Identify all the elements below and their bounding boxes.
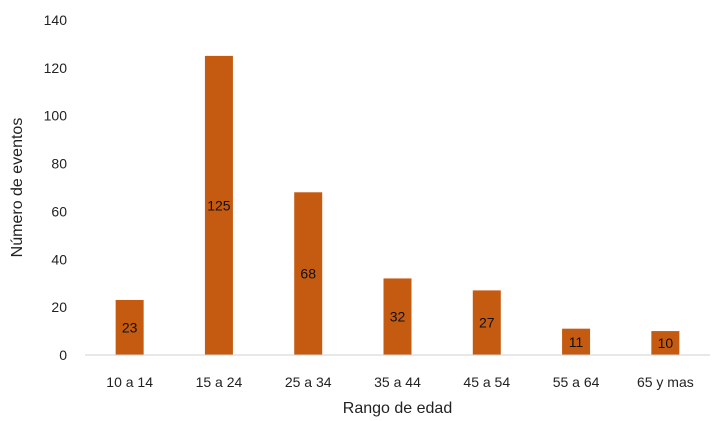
- data-label: 32: [390, 309, 406, 325]
- y-tick-label: 100: [44, 108, 68, 124]
- x-axis-tick-labels: 10 a 14 15 a 24 25 a 34 35 a 44 45 a 54 55 a …: [106, 374, 693, 390]
- y-tick-label: 60: [51, 203, 67, 219]
- data-label: 11: [569, 334, 584, 350]
- data-label: 125: [207, 197, 231, 213]
- bar: [204, 55, 233, 356]
- x-axis-title: Rango de edad: [343, 400, 452, 417]
- y-tick-label: 80: [51, 156, 67, 172]
- y-axis-title: Número de eventos: [9, 118, 26, 258]
- bars: [115, 55, 680, 356]
- x-tick-label: 65 y mas: [637, 374, 694, 390]
- x-tick-label: 25 a 34: [285, 374, 332, 390]
- data-label: 27: [479, 315, 495, 331]
- bar: [383, 278, 412, 355]
- x-tick-label: 10 a 14: [106, 374, 153, 390]
- x-tick-label: 55 a 64: [553, 374, 600, 390]
- x-tick-label: 45 a 54: [463, 374, 510, 390]
- y-axis-tick-labels: 0 20 40 60 80 100 120 140: [44, 12, 68, 363]
- data-labels: 23 125 68 32 27 11 10: [122, 197, 674, 351]
- y-tick-label: 40: [51, 251, 67, 267]
- bar: [562, 328, 591, 355]
- bar: [115, 299, 144, 355]
- y-tick-label: 120: [44, 60, 68, 76]
- data-label: 23: [122, 319, 138, 335]
- bar: [294, 192, 323, 355]
- data-label: 10: [658, 335, 674, 351]
- bar: [651, 331, 680, 355]
- x-tick-label: 35 a 44: [374, 374, 421, 390]
- x-tick-label: 15 a 24: [196, 374, 243, 390]
- data-label: 68: [300, 266, 316, 282]
- y-tick-label: 20: [51, 299, 67, 315]
- y-tick-label: 0: [59, 347, 67, 363]
- y-tick-label: 140: [44, 12, 68, 28]
- bar: [472, 290, 501, 355]
